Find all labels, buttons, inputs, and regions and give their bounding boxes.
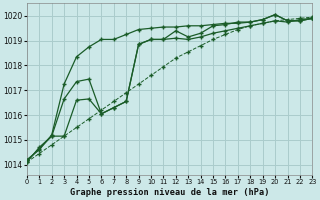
- X-axis label: Graphe pression niveau de la mer (hPa): Graphe pression niveau de la mer (hPa): [70, 188, 269, 197]
